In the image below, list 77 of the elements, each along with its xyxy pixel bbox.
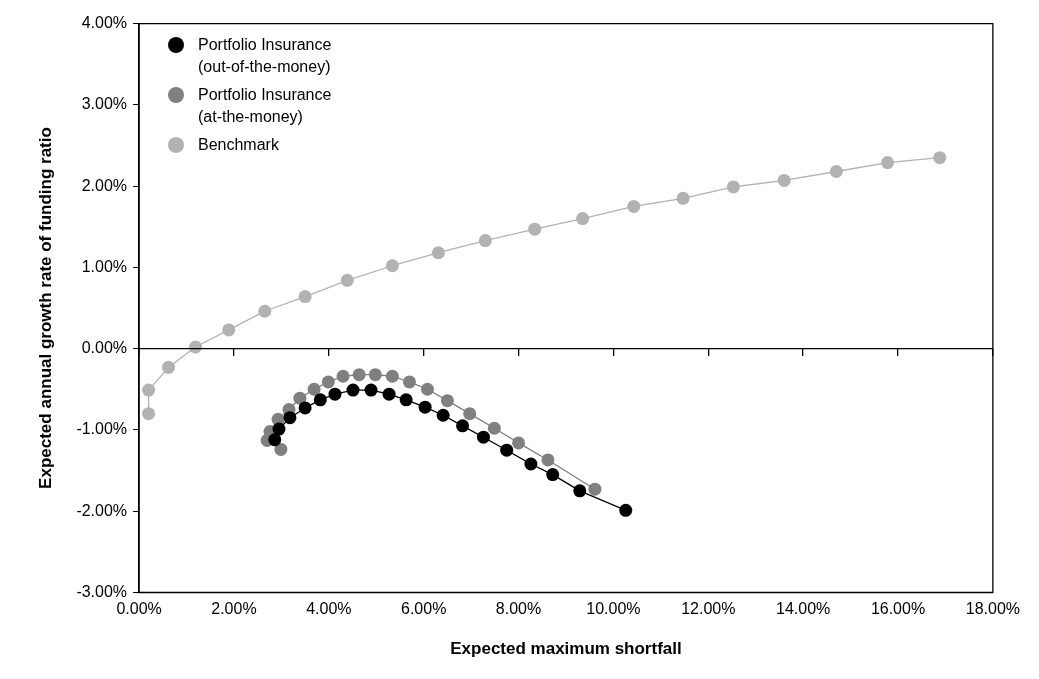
- point: [274, 442, 288, 456]
- point: [463, 407, 477, 421]
- point: [676, 191, 690, 205]
- point: [487, 421, 501, 435]
- y-tick-label: 0.00%: [81, 339, 128, 357]
- point: [541, 453, 555, 467]
- point: [382, 387, 396, 401]
- point: [476, 430, 490, 444]
- point: [402, 375, 416, 389]
- point: [328, 387, 342, 401]
- point: [478, 234, 492, 248]
- x-tick-label: 16.00%: [870, 600, 926, 618]
- point: [336, 369, 350, 383]
- x-tick-label: 0.00%: [116, 600, 162, 618]
- point: [420, 382, 434, 396]
- point: [436, 408, 450, 422]
- point: [418, 400, 432, 414]
- point: [512, 436, 526, 450]
- point: [268, 433, 282, 447]
- legend-label: Portfolio Insurance (at-the-money): [198, 85, 333, 127]
- legend-label: Benchmark: [198, 135, 279, 155]
- x-tick-label: 2.00%: [211, 600, 257, 618]
- point: [576, 212, 590, 226]
- point: [142, 407, 156, 421]
- point: [500, 443, 514, 457]
- y-tick-label: 2.00%: [81, 176, 128, 194]
- point: [162, 360, 175, 374]
- y-tick-label: -3.00%: [76, 582, 128, 600]
- y-tick-label: -1.00%: [76, 420, 128, 438]
- point: [283, 411, 297, 425]
- x-axis-title: Expected maximum shortfall: [450, 639, 682, 659]
- point: [272, 422, 286, 436]
- point: [440, 394, 454, 408]
- x-tick-label: 14.00%: [776, 600, 831, 618]
- point: [364, 383, 378, 397]
- point: [321, 375, 335, 389]
- x-tick-label: 12.00%: [681, 600, 736, 618]
- point: [368, 368, 382, 382]
- point: [881, 156, 895, 170]
- y-tick-label: 3.00%: [81, 95, 128, 113]
- x-tick-label: 8.00%: [495, 600, 542, 618]
- point: [346, 383, 360, 397]
- y-tick-label: 4.00%: [81, 14, 128, 32]
- point: [726, 180, 740, 194]
- x-tick-label: 6.00%: [401, 600, 447, 618]
- point: [777, 173, 791, 187]
- point: [829, 164, 843, 178]
- point: [313, 393, 327, 407]
- point: [619, 503, 633, 517]
- point: [524, 457, 538, 471]
- point: [258, 304, 272, 318]
- point: [352, 368, 366, 382]
- point: [573, 484, 587, 498]
- point: [293, 391, 307, 405]
- point: [385, 369, 399, 383]
- point: [627, 199, 641, 213]
- y-tick-label: 1.00%: [81, 257, 128, 275]
- legend-label: Portfolio Insurance (out-of-the-money): [198, 35, 333, 77]
- y-tick-label: -2.00%: [76, 501, 128, 519]
- point: [385, 259, 399, 273]
- point: [222, 323, 236, 337]
- point: [431, 246, 445, 260]
- x-tick-label: 10.00%: [586, 600, 641, 618]
- point: [456, 419, 470, 433]
- point: [399, 393, 413, 407]
- x-tick-label: 4.00%: [306, 600, 352, 618]
- point: [546, 468, 560, 482]
- point: [142, 383, 156, 397]
- point: [307, 382, 321, 396]
- point: [298, 401, 312, 415]
- y-axis-title: Expected annual growth rate of funding ratio: [35, 127, 55, 489]
- point: [588, 482, 602, 496]
- x-tick-label: 18.00%: [965, 600, 1020, 618]
- point: [340, 273, 354, 287]
- point: [298, 290, 312, 304]
- point: [528, 222, 542, 236]
- point: [933, 151, 947, 165]
